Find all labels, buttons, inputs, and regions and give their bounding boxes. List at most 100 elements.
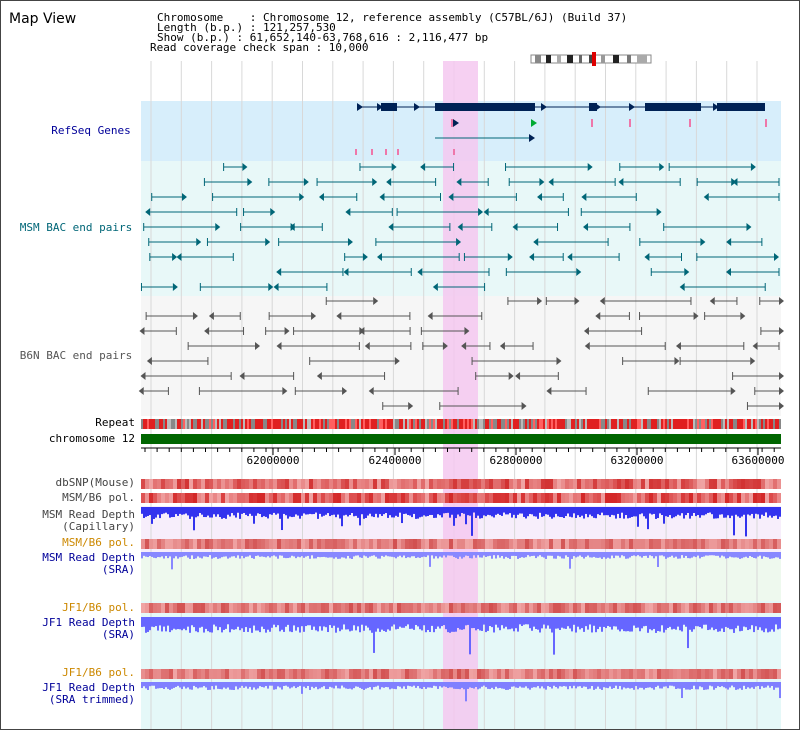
read-depth-bar	[241, 617, 243, 629]
read-depth-bar	[429, 552, 431, 567]
read-depth-bar	[573, 507, 575, 514]
repeat-segment	[233, 419, 235, 429]
heatmap-cell	[213, 603, 217, 613]
read-depth-bar	[455, 552, 457, 558]
repeat-segment	[427, 419, 429, 429]
read-depth-bar	[535, 682, 537, 688]
heatmap-cell	[237, 669, 241, 679]
repeat-segment	[769, 419, 771, 429]
track-label-b6n-bac[interactable]: B6N BAC end pairs	[19, 349, 133, 362]
chromosome-ideogram	[530, 52, 652, 66]
read-depth-bar	[653, 617, 655, 629]
heatmap-cell	[493, 669, 497, 679]
repeat-segment	[737, 419, 739, 429]
heatmap-cell	[609, 539, 613, 549]
read-depth-bar	[655, 507, 657, 519]
read-depth-bar	[239, 507, 241, 519]
read-depth-bar	[411, 552, 413, 557]
read-depth-bar	[173, 617, 175, 629]
read-depth-bar	[197, 617, 199, 633]
read-depth-bar	[509, 682, 511, 690]
repeat-segment	[485, 419, 487, 429]
read-depth-bar	[473, 507, 475, 513]
heatmap-cell	[729, 493, 733, 503]
read-depth-bar	[179, 682, 181, 688]
read-depth-bar	[393, 552, 395, 558]
read-depth-bar	[579, 507, 581, 518]
bac-end-arrow	[284, 327, 290, 335]
axis-tick-label: 62400000	[368, 454, 422, 467]
repeat-segment	[177, 419, 179, 429]
read-depth-bar	[477, 682, 479, 690]
heatmap-cell	[445, 479, 449, 489]
read-depth-bar	[743, 682, 745, 686]
gene-strand-arrow	[414, 103, 420, 111]
read-depth-bar	[451, 682, 453, 688]
repeat-segment	[431, 419, 433, 429]
read-depth-bar	[375, 617, 377, 632]
read-depth-bar	[481, 507, 483, 519]
heatmap-cell	[301, 539, 305, 549]
read-depth-bar	[475, 617, 477, 631]
track-label-msm-depth-capillary-sub: (Capillary)	[62, 520, 135, 533]
repeat-segment	[571, 419, 573, 429]
read-depth-bar	[509, 617, 511, 630]
read-depth-bar	[543, 682, 545, 689]
read-depth-bar	[523, 552, 525, 558]
read-depth-bar	[337, 552, 339, 559]
repeat-segment	[351, 419, 353, 429]
heatmap-cell	[241, 493, 245, 503]
track-label-dbsnp: dbSNP(Mouse)	[55, 476, 135, 489]
read-depth-bar	[147, 507, 149, 516]
repeat-segment	[659, 419, 661, 429]
read-depth-bar	[447, 682, 449, 689]
heatmap-cell	[637, 603, 641, 613]
repeat-segment	[559, 419, 561, 429]
bac-end-arrow	[373, 297, 379, 305]
heatmap-cell	[233, 603, 237, 613]
read-depth-bar	[377, 682, 379, 686]
heatmap-cell	[261, 493, 265, 503]
track-label-refseq[interactable]: RefSeq Genes	[51, 124, 131, 137]
heatmap-cell	[713, 479, 717, 489]
read-depth-bar	[331, 682, 333, 688]
heatmap-cell	[209, 539, 213, 549]
heatmap-cell	[557, 603, 561, 613]
heatmap-cell	[581, 479, 585, 489]
heatmap-cell	[465, 603, 469, 613]
read-depth-bar	[751, 682, 753, 688]
read-depth-bar	[753, 682, 755, 689]
gene-strand-arrow	[377, 103, 383, 111]
read-depth-bar	[193, 617, 195, 628]
read-depth-bar	[575, 507, 577, 518]
read-depth-bar	[685, 617, 687, 627]
track-label-msm-bac[interactable]: MSM BAC end pairs	[19, 221, 133, 234]
read-depth-bar	[421, 617, 423, 631]
heatmap-cell	[717, 603, 721, 613]
heatmap-cell	[221, 603, 225, 613]
read-depth-bar	[625, 682, 627, 689]
heatmap-cell	[725, 669, 729, 679]
heatmap-cell	[513, 603, 517, 613]
read-depth-bar	[179, 617, 181, 630]
read-depth-bar	[761, 617, 763, 631]
read-depth-bar	[315, 617, 317, 631]
read-depth-bar	[707, 552, 709, 556]
read-depth-bar	[421, 682, 423, 690]
read-depth-bar	[779, 682, 781, 699]
read-depth-bar	[297, 682, 299, 687]
heatmap-cell	[613, 479, 617, 489]
heatmap-cell	[445, 493, 449, 503]
read-depth-bar	[217, 552, 219, 559]
read-depth-bar	[191, 507, 193, 517]
read-depth-bar	[515, 552, 517, 556]
read-depth-bar	[719, 682, 721, 688]
repeat-segment	[235, 419, 237, 429]
read-depth-bar	[469, 682, 471, 688]
read-depth-bar	[633, 617, 635, 626]
read-depth-bar	[495, 507, 497, 515]
heatmap-cell	[449, 539, 453, 549]
read-depth-bar	[223, 682, 225, 688]
read-depth-bar	[461, 507, 463, 513]
